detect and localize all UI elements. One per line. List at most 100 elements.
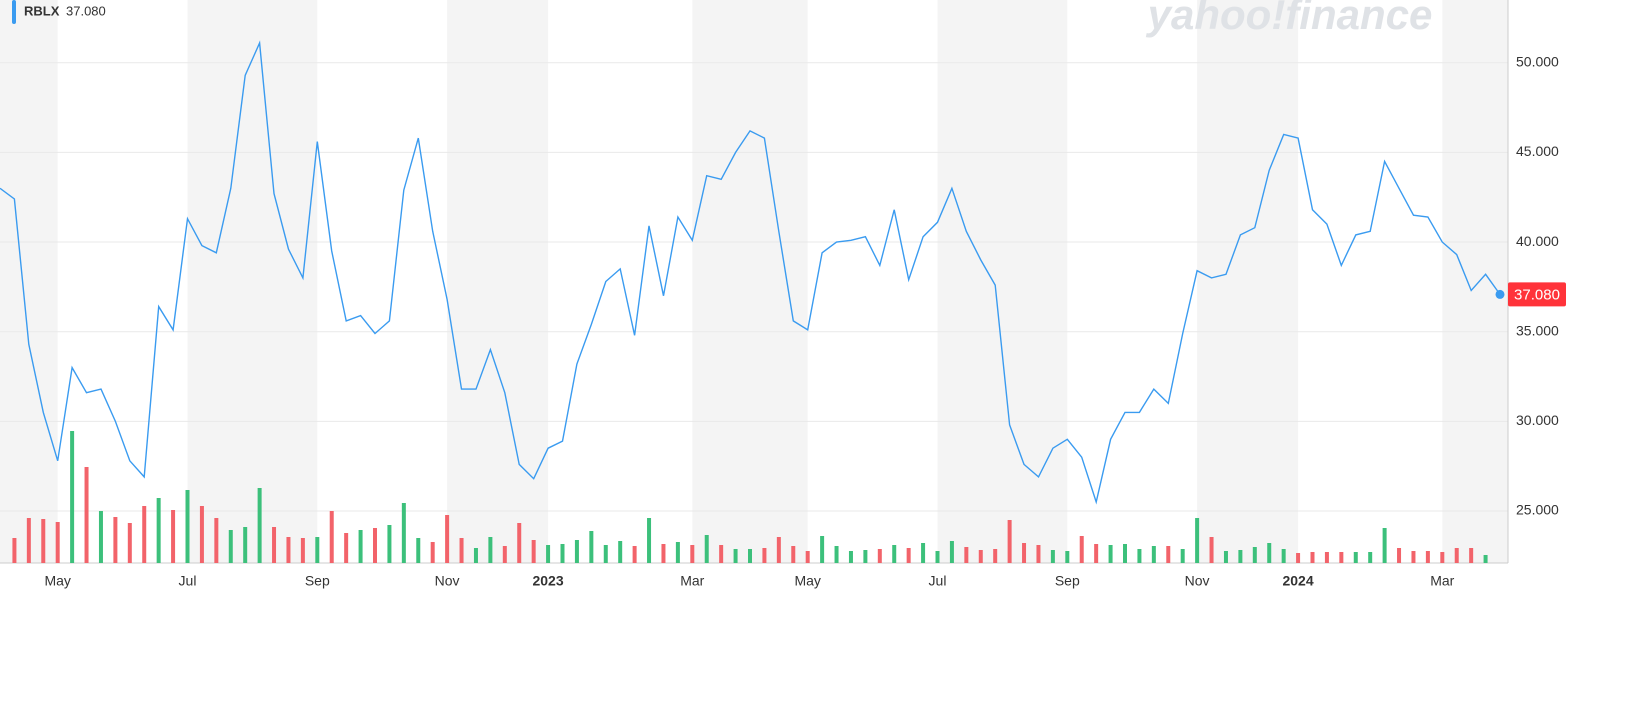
volume-bar (935, 551, 940, 563)
volume-bar (560, 544, 565, 563)
volume-bar (473, 548, 478, 563)
volume-bar (675, 542, 680, 563)
volume-bar (1411, 551, 1416, 563)
volume-bar (142, 506, 147, 563)
volume-bar (820, 536, 825, 563)
volume-bar (1022, 543, 1027, 563)
volume-bar (877, 549, 882, 563)
last-price-label: 37.080 (1514, 286, 1560, 303)
volume-bar (661, 544, 666, 563)
volume-bar (243, 527, 248, 563)
volume-bar (1137, 549, 1142, 563)
volume-bar (1151, 546, 1156, 563)
volume-bar (1238, 550, 1243, 563)
volume-bar (1382, 528, 1387, 563)
volume-bar (358, 530, 363, 563)
x-tick-label: Jul (929, 573, 947, 589)
x-tick-label: Sep (1055, 573, 1080, 589)
x-tick-label: May (44, 573, 70, 589)
volume-bar (171, 510, 176, 563)
volume-bar (257, 488, 262, 563)
volume-bar (1036, 545, 1041, 563)
volume-bar (286, 537, 291, 563)
x-tick-label: Jul (179, 573, 197, 589)
volume-bar (748, 549, 752, 563)
volume-bar (993, 549, 998, 563)
x-tick-label: Mar (1430, 573, 1454, 589)
volume-bar (199, 506, 204, 563)
volume-bar (1324, 552, 1329, 563)
volume-bar (1368, 552, 1373, 563)
background-layer (0, 0, 1508, 563)
volume-bar (733, 549, 738, 563)
volume-bar (574, 540, 579, 563)
volume-bar (228, 530, 233, 563)
volume-bar (1454, 548, 1459, 563)
volume-bar (41, 519, 46, 563)
volume-bar (1094, 544, 1099, 563)
volume-bar (1195, 518, 1200, 563)
volume-bar (1296, 553, 1301, 563)
y-tick-label: 45.000 (1516, 143, 1559, 159)
x-tick-label: 2023 (532, 573, 563, 589)
volume-bar (401, 503, 406, 563)
x-tick-label: 2024 (1282, 573, 1313, 589)
volume-bar (416, 538, 421, 563)
volume-bar (1252, 547, 1257, 563)
volume-bar (1050, 550, 1055, 563)
volume-bar (315, 537, 320, 563)
volume-bar (1281, 549, 1286, 563)
x-tick-label: Nov (1185, 573, 1210, 589)
volume-bar (704, 535, 709, 563)
volume-bar (892, 545, 897, 563)
volume-bar (84, 467, 89, 563)
volume-bar (1108, 545, 1113, 563)
volume-bar (214, 518, 219, 563)
volume-bar (329, 511, 334, 563)
volume-bar (55, 522, 60, 563)
volume-bar (387, 525, 392, 563)
volume-bar (1079, 536, 1084, 563)
volume-bar (863, 550, 868, 563)
y-tick-label: 30.000 (1516, 412, 1559, 428)
legend-name: RBLX (24, 3, 60, 18)
volume-bar (156, 498, 161, 563)
volume-bar (1166, 546, 1171, 563)
volume-bar (70, 431, 75, 563)
volume-bar (517, 523, 522, 563)
volume-bar (1123, 544, 1127, 563)
price-line (0, 40, 1501, 505)
x-tick-label: Nov (435, 573, 460, 589)
volume-bar (1180, 549, 1185, 563)
volume-bar (272, 527, 277, 563)
x-tick-label: Sep (305, 573, 330, 589)
volume-bar (12, 538, 17, 563)
volume-bar (1440, 552, 1445, 563)
shade-band (1442, 0, 1508, 563)
volume-bar (762, 548, 767, 563)
volume-bar (1310, 552, 1315, 563)
volume-bar (430, 542, 435, 563)
volume-bar (848, 551, 853, 563)
volume-bar (1469, 548, 1474, 563)
volume-bar (1397, 548, 1402, 563)
volume-bar (1483, 555, 1488, 563)
volume-bar (98, 511, 103, 563)
volume-bar (776, 537, 781, 563)
volume-bar (26, 518, 31, 563)
last-price-dot (1495, 289, 1505, 299)
volume-bar (546, 545, 551, 563)
volume-bar (603, 545, 608, 563)
volume-bar (834, 546, 839, 563)
volume-bar (719, 545, 724, 563)
legend-value: 37.080 (66, 3, 106, 18)
volume-bar (531, 540, 536, 563)
volume-bar (906, 548, 911, 563)
volume-bar (1065, 551, 1070, 563)
shade-band (937, 0, 1068, 563)
volume-bar (1223, 551, 1228, 563)
shade-band (187, 0, 318, 563)
volume-bar (1425, 551, 1430, 563)
volume-bar (1007, 520, 1012, 563)
